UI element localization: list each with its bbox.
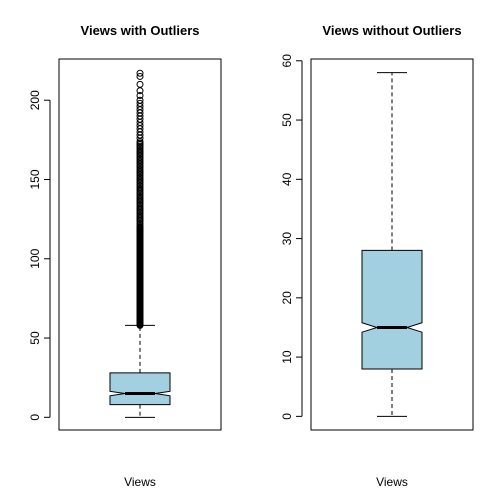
y-tick-label: 60: [280, 54, 294, 68]
panel-views-without-outliers: Views without Outliers 0 10 20 30 40 50 60 Vie…: [280, 23, 474, 489]
outlier-point: [136, 99, 144, 107]
y-tick-label: 50: [280, 113, 294, 127]
box-body: [109, 372, 171, 406]
boxplot: [109, 324, 171, 418]
plot-frame: [58, 58, 222, 431]
outlier-point: [136, 96, 144, 104]
boxplot: [361, 72, 423, 417]
y-tick-label: 100: [28, 248, 42, 268]
chart-title: Views without Outliers: [322, 23, 461, 38]
y-tick-label: 200: [28, 90, 42, 110]
y-tick-label: 150: [28, 169, 42, 189]
outlier-point: [136, 72, 144, 80]
plot-frame: [310, 58, 474, 431]
y-tick-label: 30: [280, 232, 294, 246]
outlier-points: [136, 69, 144, 329]
y-tick-label: 40: [280, 172, 294, 186]
chart-title: Views with Outliers: [81, 23, 200, 38]
x-axis-label: Views: [124, 475, 156, 489]
x-axis-label: Views: [376, 475, 408, 489]
y-axis: 0 10 20 30 40 50 60: [280, 54, 303, 420]
y-tick-label: 0: [280, 413, 294, 420]
y-tick-label: 0: [28, 414, 42, 421]
y-axis: 0 50 100 150 200: [28, 90, 51, 421]
outlier-point: [136, 91, 144, 99]
box-body: [361, 249, 423, 370]
outlier-point: [136, 69, 144, 77]
outlier-point: [136, 80, 144, 88]
y-tick-label: 50: [28, 331, 42, 345]
y-tick-label: 10: [280, 350, 294, 364]
y-tick-label: 20: [280, 291, 294, 305]
panel-views-with-outliers: Views with Outliers 0 50 100 150 200 Views: [28, 23, 222, 489]
